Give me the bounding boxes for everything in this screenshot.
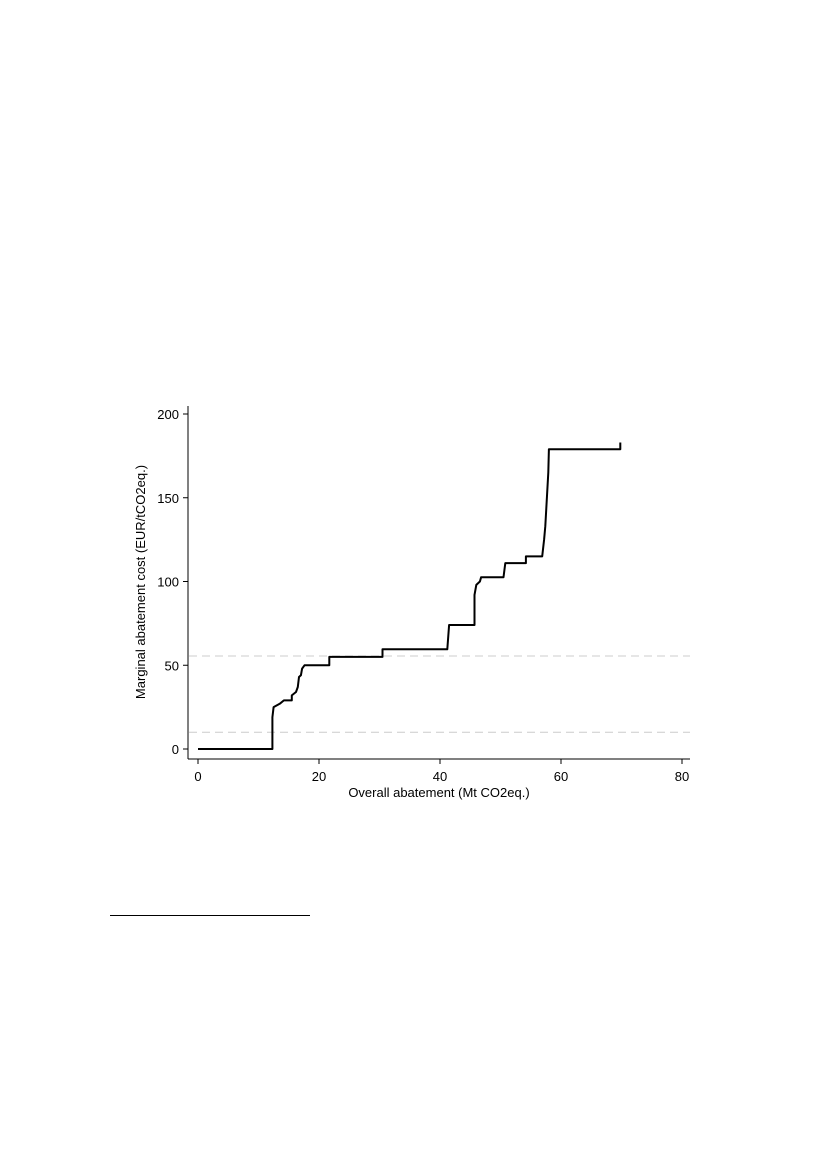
x-tick-label: 40 [433, 769, 447, 784]
x-tick-label: 20 [312, 769, 326, 784]
y-tick-label: 0 [172, 742, 179, 757]
series-group [198, 442, 622, 750]
x-tick-label: 60 [554, 769, 568, 784]
y-tick-label: 50 [165, 658, 179, 673]
y-tick-label: 150 [157, 491, 179, 506]
y-axis-ticks: 0 50 100 150 200 [157, 407, 188, 757]
y-axis-title: Marginal abatement cost (EUR/tCO2eq.) [133, 465, 148, 699]
footnote-rule [110, 915, 310, 916]
x-tick-label: 80 [675, 769, 689, 784]
series-line-0 [198, 442, 622, 750]
x-tick-label: 0 [194, 769, 201, 784]
reference-lines [189, 655, 690, 733]
y-tick-label: 200 [157, 407, 179, 422]
x-axis-ticks: 0 20 40 60 80 [194, 759, 689, 784]
x-axis-title: Overall abatement (Mt CO2eq.) [348, 785, 529, 800]
y-tick-label: 100 [157, 575, 179, 590]
